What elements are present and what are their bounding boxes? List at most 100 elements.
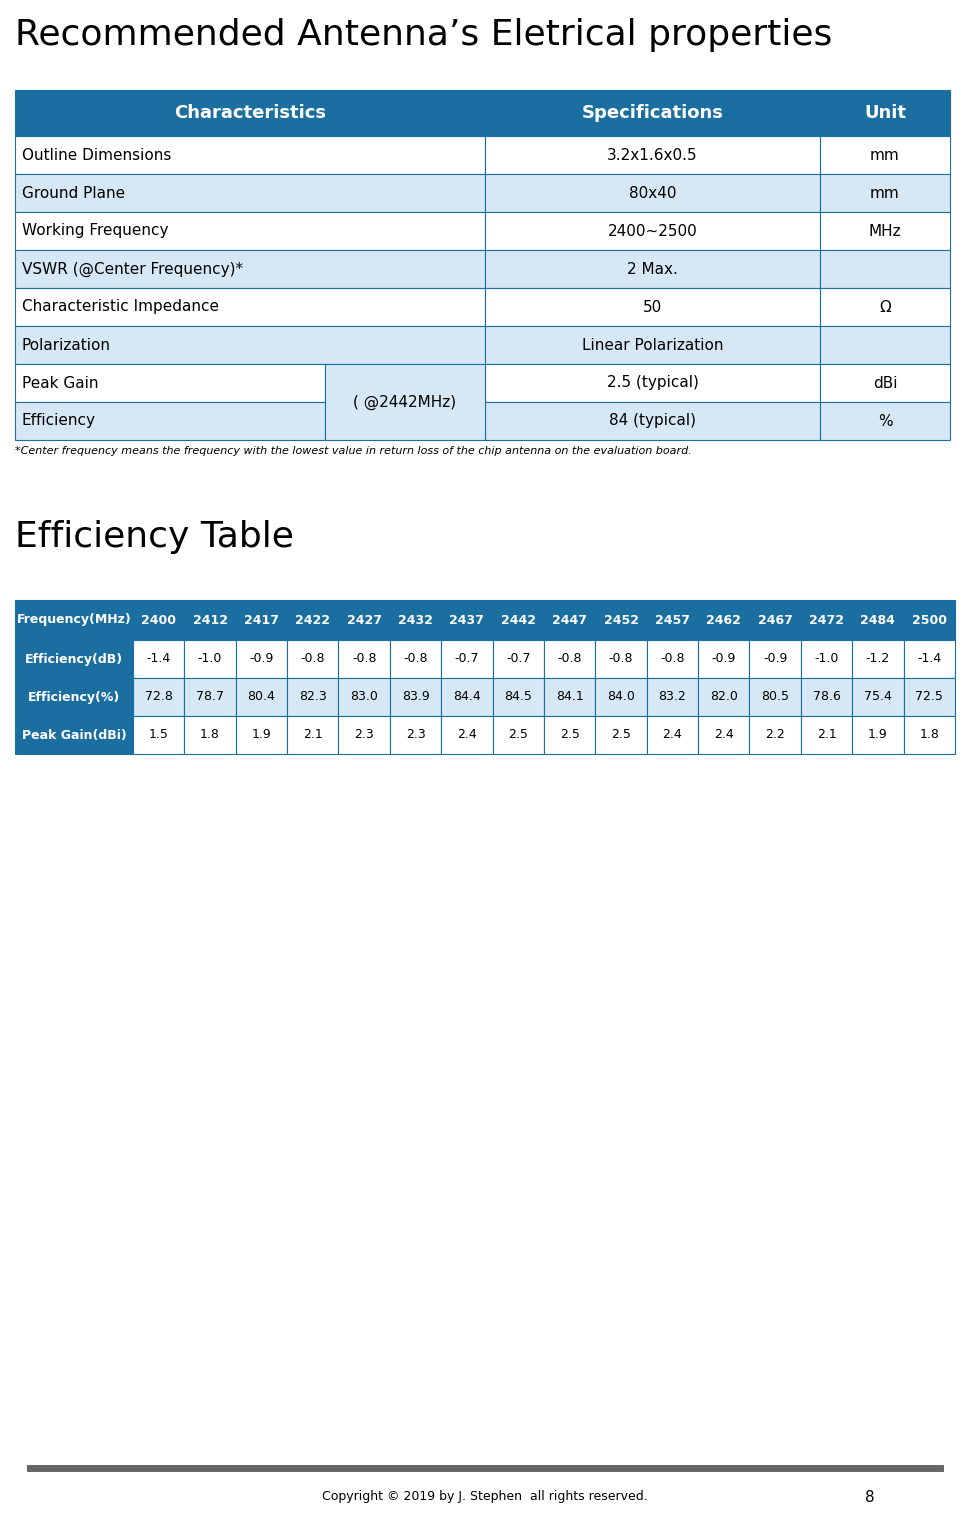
Text: 2457: 2457 [654, 613, 689, 627]
Text: -0.8: -0.8 [352, 653, 376, 665]
Bar [390, 716, 441, 754]
Bar [484, 289, 819, 326]
Bar [852, 677, 903, 716]
Text: 83.2: 83.2 [658, 691, 686, 703]
Text: 2467: 2467 [757, 613, 792, 627]
Text: 2.5: 2.5 [610, 728, 631, 742]
Bar [646, 716, 698, 754]
Text: -0.8: -0.8 [403, 653, 427, 665]
Bar [819, 212, 949, 250]
Bar [133, 641, 184, 677]
Text: 2.2: 2.2 [765, 728, 784, 742]
Bar [749, 601, 800, 641]
Bar [484, 212, 819, 250]
Text: Efficiency(%): Efficiency(%) [28, 691, 120, 703]
Text: Copyright © 2019 by J. Stephen  all rights reserved.: Copyright © 2019 by J. Stephen all right… [322, 1490, 647, 1504]
Text: 80x40: 80x40 [628, 186, 675, 201]
Text: -0.8: -0.8 [300, 653, 325, 665]
Bar [390, 601, 441, 641]
Bar [819, 326, 949, 364]
Bar [235, 716, 287, 754]
Text: 84.4: 84.4 [453, 691, 481, 703]
Bar [15, 364, 325, 402]
Text: -1.0: -1.0 [198, 653, 222, 665]
Bar [492, 641, 544, 677]
Bar [492, 677, 544, 716]
Text: 2400: 2400 [141, 613, 176, 627]
Text: 8: 8 [864, 1490, 874, 1505]
Text: *Center frequency means the frequency with the lowest value in return loss of th: *Center frequency means the frequency wi… [15, 445, 691, 456]
Text: 75.4: 75.4 [863, 691, 891, 703]
Text: 2427: 2427 [346, 613, 381, 627]
Bar [698, 677, 749, 716]
Text: 2.4: 2.4 [713, 728, 733, 742]
Text: 72.8: 72.8 [144, 691, 172, 703]
Bar [184, 601, 235, 641]
Bar [15, 716, 133, 754]
Text: 1.9: 1.9 [867, 728, 887, 742]
Text: -0.9: -0.9 [763, 653, 787, 665]
Bar [133, 601, 184, 641]
Text: -0.8: -0.8 [660, 653, 684, 665]
Bar [287, 601, 338, 641]
Bar [15, 677, 133, 716]
Bar [492, 601, 544, 641]
Bar [646, 641, 698, 677]
Text: 2.4: 2.4 [662, 728, 681, 742]
Text: Recommended Antenna’s Eletrical properties: Recommended Antenna’s Eletrical properti… [15, 18, 831, 52]
Text: 80.4: 80.4 [247, 691, 275, 703]
Bar [235, 677, 287, 716]
Bar [390, 641, 441, 677]
Bar [903, 716, 954, 754]
Text: 2 Max.: 2 Max. [626, 261, 677, 276]
Text: -0.8: -0.8 [609, 653, 633, 665]
Text: Peak Gain: Peak Gain [22, 375, 99, 390]
Bar [287, 716, 338, 754]
Bar [484, 402, 819, 439]
Bar [184, 641, 235, 677]
Bar [441, 641, 492, 677]
Text: 2.3: 2.3 [405, 728, 425, 742]
Text: 84 (typical): 84 (typical) [609, 413, 696, 429]
Bar [492, 716, 544, 754]
Text: 2412: 2412 [193, 613, 228, 627]
Bar [749, 716, 800, 754]
Bar [819, 174, 949, 212]
Text: VSWR (@Center Frequency)*: VSWR (@Center Frequency)* [22, 261, 243, 276]
Bar [852, 601, 903, 641]
Text: 82.3: 82.3 [298, 691, 327, 703]
Text: 78.6: 78.6 [812, 691, 839, 703]
Bar [819, 137, 949, 174]
Text: -0.9: -0.9 [711, 653, 735, 665]
Text: 2462: 2462 [705, 613, 740, 627]
Bar [544, 677, 595, 716]
Bar [338, 716, 390, 754]
Bar [595, 677, 646, 716]
Bar [15, 641, 133, 677]
Text: Unit: Unit [863, 104, 905, 121]
Bar [15, 212, 484, 250]
Bar [903, 601, 954, 641]
Bar [819, 402, 949, 439]
Text: 2.5: 2.5 [508, 728, 528, 742]
Text: 2400~2500: 2400~2500 [607, 224, 697, 238]
Bar [544, 641, 595, 677]
Bar [484, 326, 819, 364]
Bar [235, 641, 287, 677]
Bar [390, 677, 441, 716]
Bar [646, 601, 698, 641]
Bar [484, 364, 819, 402]
Text: mm: mm [869, 147, 899, 163]
Text: 50: 50 [642, 300, 662, 315]
Text: Specifications: Specifications [581, 104, 723, 121]
Text: 2.5: 2.5 [559, 728, 579, 742]
Bar [184, 716, 235, 754]
Bar [800, 641, 852, 677]
Bar [15, 402, 325, 439]
Text: 2.4: 2.4 [456, 728, 477, 742]
Text: dBi: dBi [872, 375, 896, 390]
Text: Polarization: Polarization [22, 338, 110, 352]
Text: Ground Plane: Ground Plane [22, 186, 125, 201]
Text: -1.2: -1.2 [865, 653, 890, 665]
Text: -0.8: -0.8 [557, 653, 581, 665]
